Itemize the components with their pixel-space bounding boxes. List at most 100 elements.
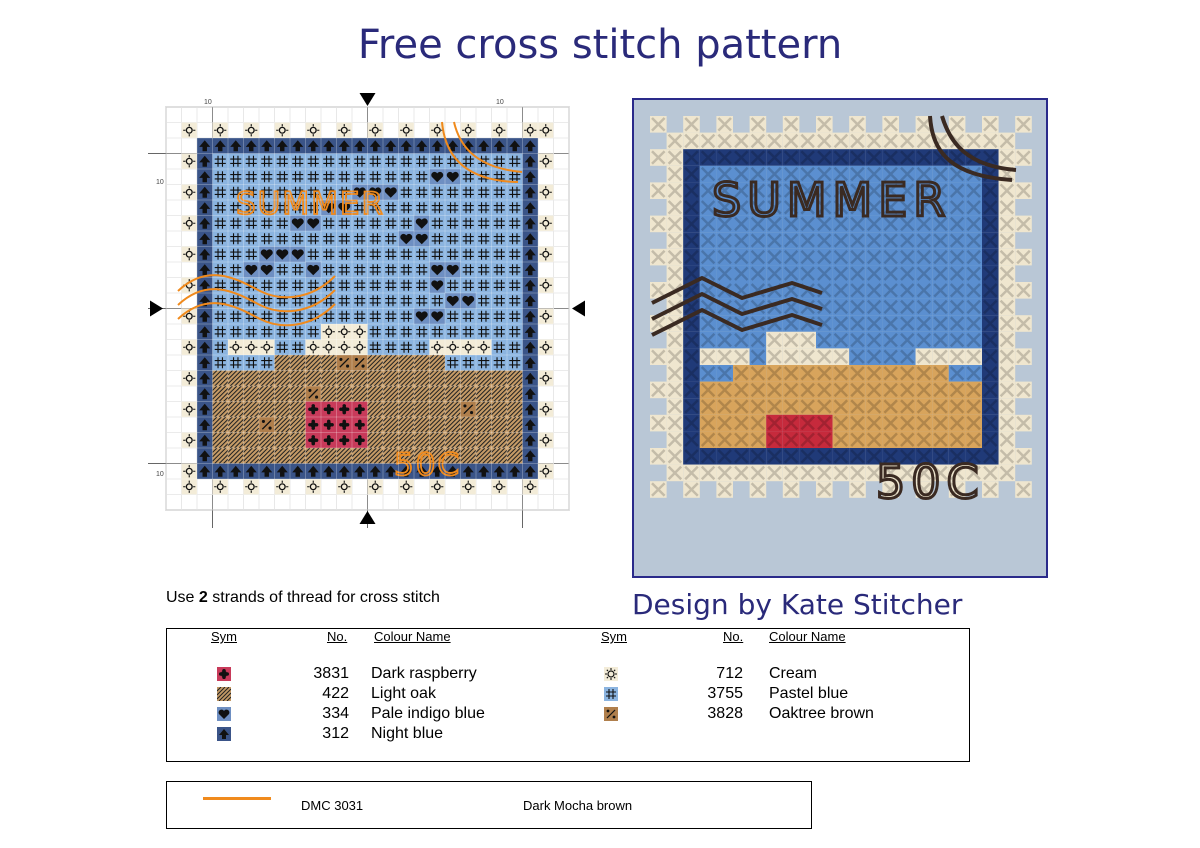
stitch-night (849, 149, 866, 166)
stitch-cross (667, 332, 683, 348)
stitch-cream (965, 132, 982, 150)
stitch-pastel (832, 298, 850, 316)
stitch-cell-oak (212, 401, 229, 418)
stitch-cross (850, 266, 865, 281)
stitch-cell-oak (274, 401, 291, 418)
stitch-cross (900, 200, 915, 215)
stitch-cross (651, 183, 666, 198)
stitch-cross (667, 432, 683, 447)
stitch-cross (866, 299, 882, 315)
stitch-oak (749, 365, 767, 382)
stitch-cell-pastel (274, 169, 290, 185)
stitch-night (982, 348, 999, 365)
stitch-cell-pastel (460, 262, 476, 278)
stitch-cross (667, 200, 683, 215)
stitch-cell-pastel (228, 215, 244, 231)
stitch-cell-night (522, 324, 538, 340)
scale-label: 10 (496, 99, 504, 106)
stitch-night (932, 448, 949, 465)
stitch-cell-pastel (290, 324, 306, 340)
stitch-cross (949, 399, 965, 414)
stitch-cell-pastel (259, 355, 275, 371)
stitch-cell-pastel (274, 293, 290, 309)
stitch-cell-cream (212, 122, 228, 138)
stitch-night (683, 398, 700, 415)
stitch-cell-pastel (352, 277, 368, 293)
stitch-cross (866, 432, 882, 447)
stitch-cross (933, 283, 948, 298)
stitch-pastel (965, 248, 982, 266)
stitch-cell-oak (413, 370, 430, 387)
stitch-cell-night (476, 138, 492, 154)
stitch-cross (983, 449, 998, 464)
stitch-cream (998, 348, 1016, 365)
stitch-pastel (915, 282, 933, 299)
stitch-cell-pastel (491, 184, 507, 200)
stitch-night (683, 381, 700, 399)
stitch-cross (999, 249, 1015, 265)
stitch-night (982, 182, 999, 199)
stitch-cream (932, 348, 949, 365)
stitch-pastel (899, 265, 916, 282)
stitch-oak (915, 414, 933, 432)
stitch-cell-pastel (491, 200, 507, 216)
stitch-cell-pastel (259, 277, 275, 293)
stitch-cross (667, 266, 683, 281)
stitch-cream (650, 116, 667, 133)
stitch-cross (1016, 382, 1031, 398)
stitch-cell-oak (227, 370, 244, 387)
stitch-cross (700, 399, 716, 414)
instructions-suffix: strands of thread for cross stitch (207, 589, 440, 606)
stitch-cream (650, 248, 667, 266)
stitch-cell-cream (336, 324, 352, 340)
stitch-cell-pastel (414, 277, 430, 293)
stitch-cell-night (197, 246, 213, 262)
stitch-cream (998, 232, 1016, 249)
stitch-cell-pastel (212, 153, 228, 169)
stitch-cross (949, 299, 965, 315)
stitch-cell-oak (305, 370, 322, 387)
stitch-pastel (915, 315, 933, 332)
stitch-cell-pastel (274, 262, 290, 278)
stitch-cell-night (460, 138, 476, 154)
stitch-oak (932, 398, 949, 415)
stitch-cross (883, 266, 898, 281)
stitch-cross (767, 465, 782, 481)
stitch-cross (916, 233, 932, 248)
stitch-cross (767, 133, 782, 149)
stitch-cross (651, 349, 666, 364)
stitch-cream (699, 348, 717, 365)
stitch-cross (700, 432, 716, 447)
stitch-cream (716, 348, 733, 365)
stitch-cell-rasp (336, 417, 352, 433)
stitch-night (683, 165, 700, 183)
stitch-cream (699, 132, 717, 150)
stitch-cross (783, 349, 799, 364)
stitch-night (982, 398, 999, 415)
stitch-cross (983, 117, 998, 132)
stitch-cell-pastel (259, 200, 275, 216)
stitch-cross (883, 200, 898, 215)
stitch-cream (998, 398, 1016, 415)
stitch-pastel (749, 348, 767, 365)
stitch-rasp (799, 431, 816, 448)
stitch-cell-cream (538, 246, 554, 262)
stitch-pastel (948, 365, 966, 382)
stitch-cream (749, 116, 767, 133)
stitch-pastel (965, 298, 982, 316)
stitch-cell-oak (367, 432, 384, 449)
stitch-cell-pastel (321, 246, 337, 262)
stitch-cell-night (507, 138, 523, 154)
stitch-pastel (766, 182, 783, 199)
stitch-cell-cream (367, 122, 383, 138)
stitch-cross (916, 432, 932, 447)
stitch-cream (915, 348, 933, 365)
stitch-cross (999, 283, 1015, 298)
stitch-cell-pastel (367, 215, 383, 231)
stitch-cross (916, 399, 932, 414)
stitch-night (749, 149, 767, 166)
stitch-cell-oak (506, 370, 523, 387)
stitch-cell-cream (538, 370, 554, 386)
stitch-cross (734, 449, 749, 464)
stitch-cross (817, 233, 832, 248)
